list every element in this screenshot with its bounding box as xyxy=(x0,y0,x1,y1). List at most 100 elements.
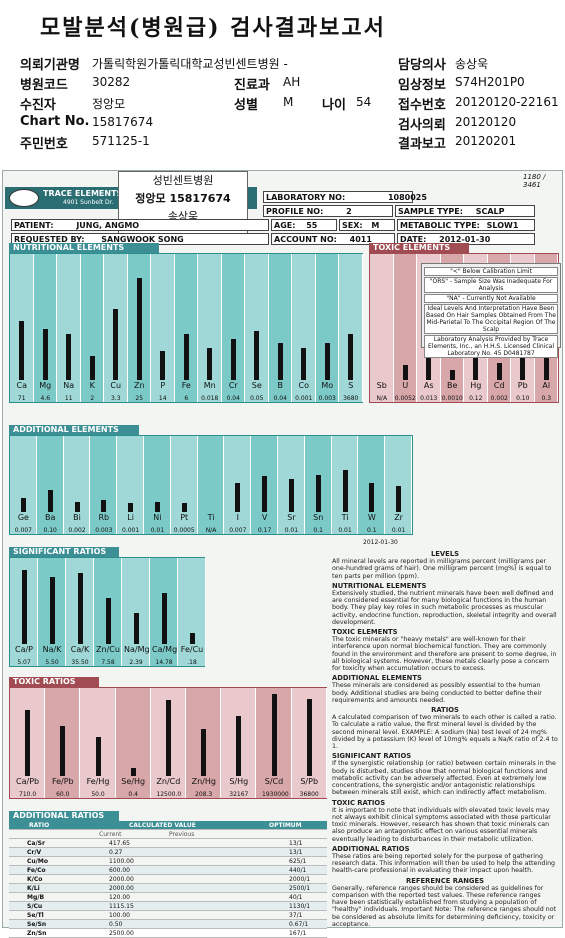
nutritional-bar-10 xyxy=(254,331,260,380)
additional-col-11 xyxy=(304,436,332,534)
toxic-col-1 xyxy=(393,254,417,402)
sample-label: SAMPLE TYPE: xyxy=(398,207,463,216)
sample-type: SCALP xyxy=(475,207,505,216)
note-body-3: These minerals are considered as possibl… xyxy=(332,682,542,704)
nutritional-title: NUTRITIONAL ELEMENTS xyxy=(9,243,159,253)
note-title-1: NUTRITIONAL ELEMENTS xyxy=(332,581,427,590)
table-row: K/Li 2000.00 2500/1 xyxy=(9,884,327,893)
significant-label-5: Ca/Mg xyxy=(152,645,178,654)
lab-logo-icon xyxy=(9,189,39,207)
nutritional-label-13: Mo xyxy=(321,381,334,390)
ar-cell-1: 600.00 xyxy=(109,867,130,874)
handwritten-note: 1180 / 3461 xyxy=(523,173,546,189)
significant-bar-0 xyxy=(21,570,27,644)
note-title-2: TOXIC ELEMENTS xyxy=(332,628,398,637)
ar-header-2: OPTIMUM xyxy=(269,822,302,829)
age-value: 55 xyxy=(306,221,318,230)
table-row: Mg/B 120.00 40/1 xyxy=(9,893,327,902)
additional-value-9: 0.17 xyxy=(257,527,272,534)
toxic-title: TOXIC ELEMENTS xyxy=(369,243,469,253)
note-title-4: RATIOS xyxy=(431,706,459,715)
metabolic-label: METABOLIC TYPE: xyxy=(400,221,480,230)
nutritional-col-14 xyxy=(339,254,363,402)
ar-cell-0: Cu/Mo xyxy=(27,858,48,865)
nutritional-bar-2 xyxy=(66,333,72,380)
additional-value-7: N/A xyxy=(205,527,217,534)
table-row: Se/Tl 100.00 37/1 xyxy=(9,911,327,920)
note-title-5: SIGNIFICANT RATIOS xyxy=(332,752,412,761)
nutritional-value-14: 3680 xyxy=(343,395,359,402)
nutritional-col-1 xyxy=(33,254,57,402)
toxic_ratios-value-0: 710.0 xyxy=(19,791,37,798)
significant-label-6: Fe/Cu xyxy=(180,645,204,654)
toxic_ratios-col-5 xyxy=(186,688,222,798)
ar-cell-2: 0.67/1 xyxy=(289,921,309,928)
significant-value-6: .18 xyxy=(187,659,197,666)
toxic_ratios-value-2: 50.0 xyxy=(91,791,105,798)
additional-label-12: Ti xyxy=(341,513,349,522)
nutritional-chart: Ca 71 Mg 4.6 Na 11 K 2 Cu 3.3 Zn 25 P 14 Fe 6 Mn 0.018 Cr 0… xyxy=(9,253,363,403)
nutritional-label-6: P xyxy=(160,381,166,390)
note-body-1: Extensively studied, the nutrient minera… xyxy=(332,590,557,626)
ar-cell-0: Cr/V xyxy=(27,849,42,856)
toxic-label-5: Cd xyxy=(493,381,505,390)
additional-col-1 xyxy=(36,436,64,534)
table-row: Se/Sn 0.50 0.67/1 xyxy=(9,920,327,929)
significant-value-0: 5.07 xyxy=(17,659,31,666)
toxic_ratios-label-8: S/Pb xyxy=(300,777,319,786)
additional-bar-12 xyxy=(342,470,348,512)
additional-chart: Ge 0.007 Ba 0.10 Bi 0.002 Rb 0.003 Li 0.001 Ni 0.01… xyxy=(9,435,413,535)
ar-cell-1: 0.27 xyxy=(109,849,123,856)
ar-header-0: RATIO xyxy=(29,822,50,829)
nutritional-value-2: 11 xyxy=(64,395,73,402)
toxic_ratios-label-1: Fe/Pb xyxy=(51,777,74,786)
age-label: AGE: xyxy=(274,221,296,230)
ar-cell-2: 2500/1 xyxy=(289,885,311,892)
nutritional-label-1: Mg xyxy=(39,381,52,390)
ar-header-row: RATIO CALCULATED VALUE OPTIMUM xyxy=(9,821,327,830)
additional-bar-8 xyxy=(235,483,241,512)
significant-value-1: 5.50 xyxy=(45,659,59,666)
additional-label-9: V xyxy=(261,513,268,522)
table-row: Cu/Mo 1100.00 625/1 xyxy=(9,857,327,866)
nutritional-col-3 xyxy=(80,254,104,402)
nutritional-col-13 xyxy=(315,254,339,402)
table-row: Ca/Sr 417.65 13/1 xyxy=(9,839,327,848)
nutritional-bar-4 xyxy=(113,309,119,380)
additional-value-5: 0.01 xyxy=(150,527,165,534)
legend-box: "<" Below Calibration Limit "ORS" - Samp… xyxy=(421,263,561,358)
nutritional-value-4: 3.3 xyxy=(110,395,121,402)
additional-col-7 xyxy=(197,436,225,534)
nutritional-value-10: 0.05 xyxy=(250,395,264,402)
label-patient: 수진자 xyxy=(20,98,56,113)
significant-label-3: Zn/Cu xyxy=(96,645,120,654)
account-label: ACCOUNT NO: xyxy=(274,235,337,244)
metabolic-type: SLOW1 xyxy=(486,221,519,230)
stamp-hospital: 성빈센트병원 xyxy=(152,174,214,187)
nutritional-label-11: B xyxy=(277,381,284,390)
additional-col-4 xyxy=(117,436,144,534)
additional-value-6: 0.0005 xyxy=(173,527,195,534)
additional-value-14: 0.01 xyxy=(391,527,406,534)
ar-sub-1: Previous xyxy=(169,831,195,838)
additional-value-10: 0.01 xyxy=(284,527,299,534)
additional-label-1: Ba xyxy=(44,513,56,522)
stamp-patient: 정앙모 15817674 xyxy=(135,192,231,205)
nutritional-bar-6 xyxy=(160,350,166,380)
label-doctor: 담당의사 xyxy=(398,58,446,73)
date-label: DATE: xyxy=(400,235,427,244)
value-sex: M xyxy=(283,95,294,109)
toxic-label-7: Al xyxy=(542,381,551,390)
label-age: 나이 xyxy=(322,98,346,113)
toxic_ratios-label-2: Fe/Hg xyxy=(86,777,110,786)
nutritional-value-12: 0.001 xyxy=(295,395,313,402)
note-title-7: ADDITIONAL RATIOS xyxy=(332,844,410,853)
significant-value-3: 7.58 xyxy=(101,659,115,666)
toxic_ratios-bar-2 xyxy=(95,737,101,776)
value-request-date: 20120120 xyxy=(455,115,517,129)
additional-label-8: I xyxy=(236,513,239,522)
value-institution: 가톨릭학원가톨릭대학교성빈센트병원 - xyxy=(92,57,288,71)
value-resident-no: 571125-1 xyxy=(92,134,150,148)
ar-cell-1: 1100.00 xyxy=(109,858,134,865)
label-dept: 진료과 xyxy=(234,78,270,93)
